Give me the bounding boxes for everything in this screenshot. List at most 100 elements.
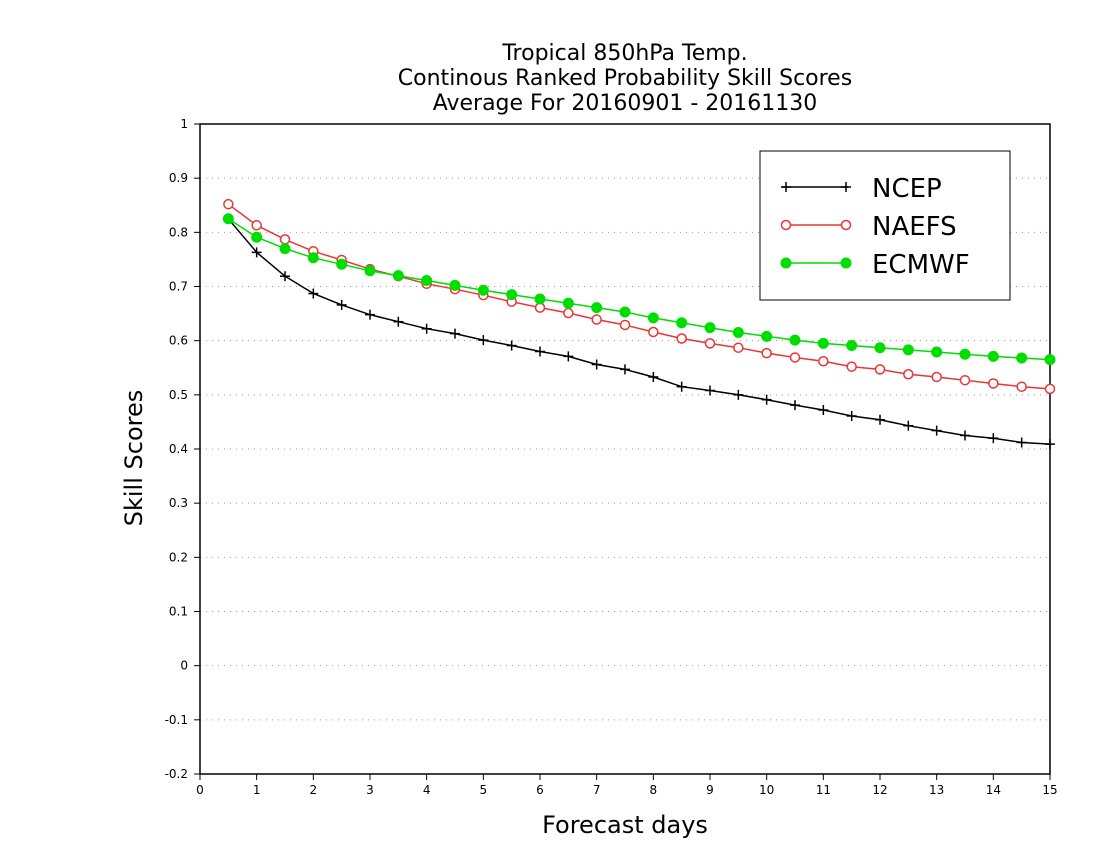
data-point-ecmwf	[364, 265, 376, 277]
data-point-naefs	[818, 356, 829, 367]
legend-entry-ncep: NCEP	[781, 174, 942, 204]
x-tick-label: 12	[872, 783, 887, 797]
data-point-ecmwf	[506, 289, 518, 301]
data-point-ecmwf	[987, 350, 999, 362]
legend-marker-ncep	[841, 182, 851, 192]
data-point-ecmwf	[732, 327, 744, 339]
data-point-ncep	[903, 420, 914, 431]
y-tick-label: -0.2	[165, 767, 188, 781]
data-point-ncep	[733, 389, 744, 400]
series-ecmwf	[222, 213, 1056, 366]
data-point-naefs	[648, 326, 659, 338]
legend-items: NCEP NAEFS ECMWF	[780, 174, 970, 280]
x-tick-label: 8	[650, 783, 658, 797]
x-tick-label: 3	[366, 783, 374, 797]
data-point-naefs	[988, 378, 999, 389]
x-tick-label: 10	[759, 783, 774, 797]
y-tick-label: 0	[180, 659, 188, 673]
y-tick-label: 0.9	[169, 171, 188, 185]
data-point-ncep	[280, 271, 290, 282]
series-layer	[222, 198, 1056, 450]
data-point-ncep	[535, 346, 545, 357]
data-point-naefs	[534, 302, 546, 313]
data-point-naefs	[279, 234, 291, 245]
data-point-ncep	[875, 414, 885, 425]
legend-marker-naefs	[780, 219, 792, 231]
data-point-naefs	[931, 371, 942, 383]
data-point-ecmwf	[846, 340, 858, 352]
x-axis-label: Forecast days	[542, 811, 708, 839]
title-line-3: Average For 20160901 - 20161130	[433, 91, 818, 116]
data-point-ncep	[308, 288, 319, 299]
data-point-naefs	[619, 319, 631, 331]
data-point-naefs	[789, 352, 801, 363]
data-point-ecmwf	[1044, 354, 1056, 366]
data-point-naefs	[846, 361, 857, 372]
data-point-ecmwf	[761, 330, 773, 342]
y-tick-label: 0.7	[169, 280, 188, 294]
x-tick-label: 5	[480, 783, 488, 797]
data-point-ecmwf	[222, 213, 234, 225]
series-ncep	[223, 213, 1055, 450]
data-point-ecmwf	[477, 284, 489, 296]
data-point-ncep	[450, 328, 460, 339]
data-point-ncep	[960, 430, 970, 441]
legend-marker-ncep	[781, 182, 791, 192]
data-point-naefs	[903, 369, 914, 380]
data-point-ecmwf	[874, 342, 886, 354]
data-point-ecmwf	[902, 344, 914, 356]
data-point-ncep	[365, 309, 375, 320]
data-point-ecmwf	[959, 348, 971, 360]
x-tick-label: 9	[706, 783, 714, 797]
data-point-ncep	[705, 385, 715, 396]
data-point-ecmwf	[789, 334, 801, 346]
data-point-ncep	[846, 410, 857, 421]
data-point-ncep	[1016, 437, 1027, 448]
y-tick-label: 0.1	[169, 605, 188, 619]
data-point-naefs	[1016, 381, 1027, 392]
data-point-ecmwf	[562, 297, 574, 309]
data-point-ncep	[393, 316, 404, 327]
y-tick-label: 0.2	[169, 550, 188, 564]
data-point-ncep	[761, 394, 772, 405]
data-point-naefs	[591, 314, 602, 325]
data-point-ecmwf	[704, 322, 716, 334]
data-point-ecmwf	[1016, 352, 1028, 364]
data-point-ncep	[790, 400, 800, 411]
legend-label-naefs: NAEFS	[872, 212, 957, 242]
data-point-ncep	[336, 299, 347, 310]
data-point-ecmwf	[817, 337, 829, 349]
x-tick-label: 1	[253, 783, 261, 797]
title-line-2: Continous Ranked Probability Skill Score…	[398, 66, 852, 91]
data-point-naefs	[251, 220, 262, 231]
data-point-ecmwf	[336, 258, 348, 270]
data-point-ecmwf	[421, 275, 433, 287]
x-tick-label: 11	[816, 783, 831, 797]
x-tick-label: 0	[196, 783, 204, 797]
data-point-ncep	[1045, 439, 1055, 450]
y-axis-label: Skill Scores	[120, 390, 148, 527]
x-tick-label: 4	[423, 783, 431, 797]
legend-marker-ecmwf	[780, 257, 792, 269]
legend-marker-naefs	[840, 219, 852, 231]
x-tick-label: 14	[986, 783, 1001, 797]
data-point-ncep	[506, 340, 517, 351]
data-point-naefs	[959, 374, 971, 386]
data-point-ncep	[988, 433, 999, 444]
chart-title: Tropical 850hPa Temp. Continous Ranked P…	[398, 41, 852, 116]
data-point-ncep	[421, 323, 432, 334]
x-tick-label: 15	[1042, 783, 1057, 797]
data-point-ecmwf	[392, 270, 404, 282]
data-point-ncep	[620, 364, 630, 375]
data-point-ncep	[478, 335, 489, 346]
data-point-ecmwf	[279, 243, 291, 255]
x-tick-label: 6	[536, 783, 544, 797]
data-point-ecmwf	[619, 306, 631, 318]
legend-marker-ecmwf	[840, 257, 852, 269]
data-point-naefs	[1044, 383, 1056, 395]
data-point-naefs	[733, 342, 744, 353]
data-point-ncep	[931, 425, 942, 436]
x-tick-label: 2	[310, 783, 318, 797]
y-tick-label: 0.3	[169, 496, 188, 510]
